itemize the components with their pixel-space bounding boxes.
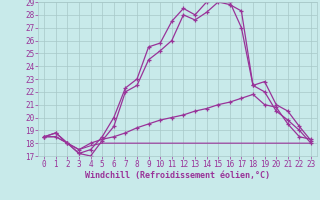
- X-axis label: Windchill (Refroidissement éolien,°C): Windchill (Refroidissement éolien,°C): [85, 171, 270, 180]
